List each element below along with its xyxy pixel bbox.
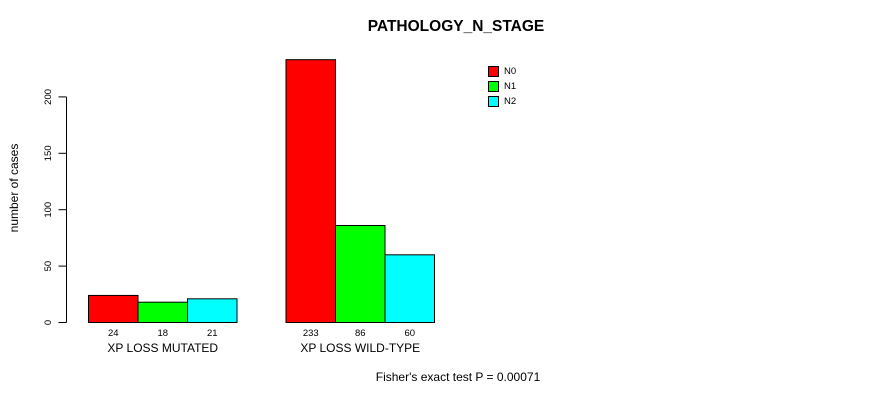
- svg-text:XP LOSS MUTATED: XP LOSS MUTATED: [107, 341, 218, 355]
- svg-text:200: 200: [43, 89, 54, 105]
- legend-label-n2: N2: [504, 96, 517, 107]
- svg-text:XP LOSS WILD-TYPE: XP LOSS WILD-TYPE: [300, 341, 420, 355]
- legend-swatch-n2: [488, 96, 499, 107]
- y-axis-title: number of cases: [7, 143, 21, 233]
- svg-text:0: 0: [43, 320, 54, 325]
- legend-item: N2: [488, 94, 516, 109]
- legend-swatch-n0: [488, 66, 499, 77]
- svg-text:50: 50: [43, 261, 54, 272]
- svg-text:233: 233: [303, 328, 319, 339]
- svg-text:150: 150: [43, 145, 54, 161]
- legend-item: N0: [488, 64, 516, 79]
- stat-annotation: Fisher's exact test P = 0.00071: [375, 370, 541, 384]
- svg-text:24: 24: [108, 328, 119, 339]
- legend-label-n1: N1: [504, 81, 517, 92]
- svg-text:86: 86: [355, 328, 366, 339]
- svg-text:60: 60: [404, 328, 415, 339]
- legend-swatch-n1: [488, 81, 499, 92]
- chart-title: PATHOLOGY_N_STAGE: [367, 18, 545, 35]
- svg-text:18: 18: [157, 328, 168, 339]
- legend-label-n0: N0: [504, 66, 517, 77]
- legend: N0 N1 N2: [488, 64, 516, 109]
- svg-text:100: 100: [43, 202, 54, 218]
- svg-text:21: 21: [207, 328, 218, 339]
- legend-item: N1: [488, 79, 516, 94]
